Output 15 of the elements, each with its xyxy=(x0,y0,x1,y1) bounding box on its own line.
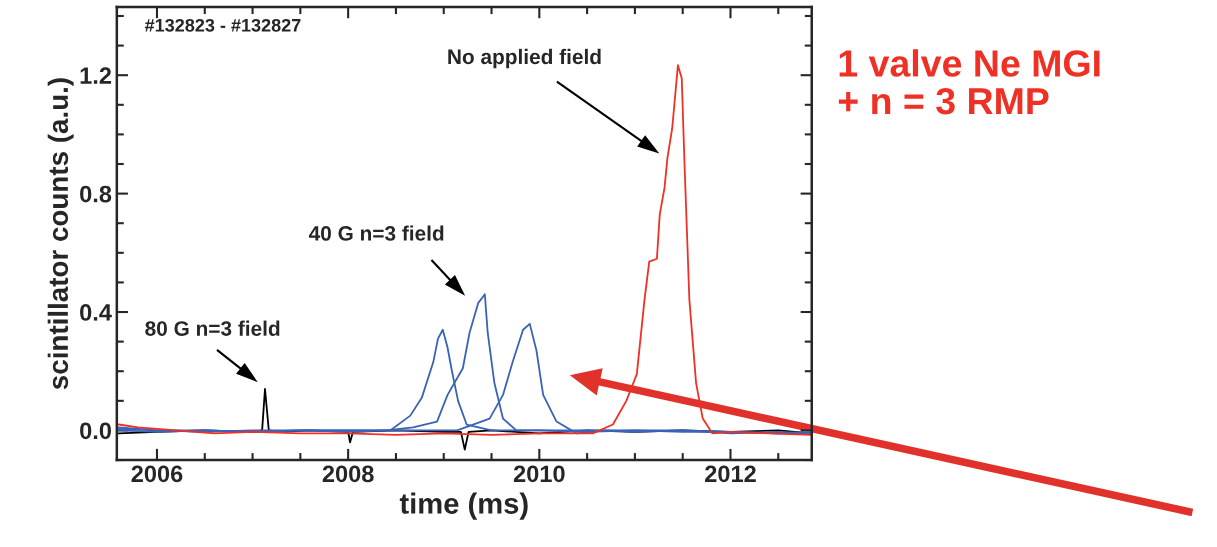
annotation: 40 G n=3 field xyxy=(308,225,444,241)
annotation: No applied field xyxy=(448,48,601,69)
x-tick-label: 2012 xyxy=(705,465,756,483)
y-tick-label: 1.2 xyxy=(80,67,112,84)
x-tick-label: 2006 xyxy=(131,465,183,483)
y-tick-label: 0.0 xyxy=(80,422,112,440)
text: 1 valve Ne MGI + n = 3 RMP xyxy=(838,49,1100,115)
x-tick-label: 2010 xyxy=(513,465,565,483)
annotation: 80 G n=3 field xyxy=(145,320,280,336)
x-tick-label: 2008 xyxy=(322,465,374,483)
y-tick-label: 0.4 xyxy=(80,304,112,321)
annotation: #132823 - #132827 xyxy=(144,18,301,32)
y-axis-title: scintillator counts (a.u.) xyxy=(47,78,74,390)
y-tick-label: 0.8 xyxy=(80,185,112,203)
x-axis-title: time (ms) xyxy=(399,492,528,520)
